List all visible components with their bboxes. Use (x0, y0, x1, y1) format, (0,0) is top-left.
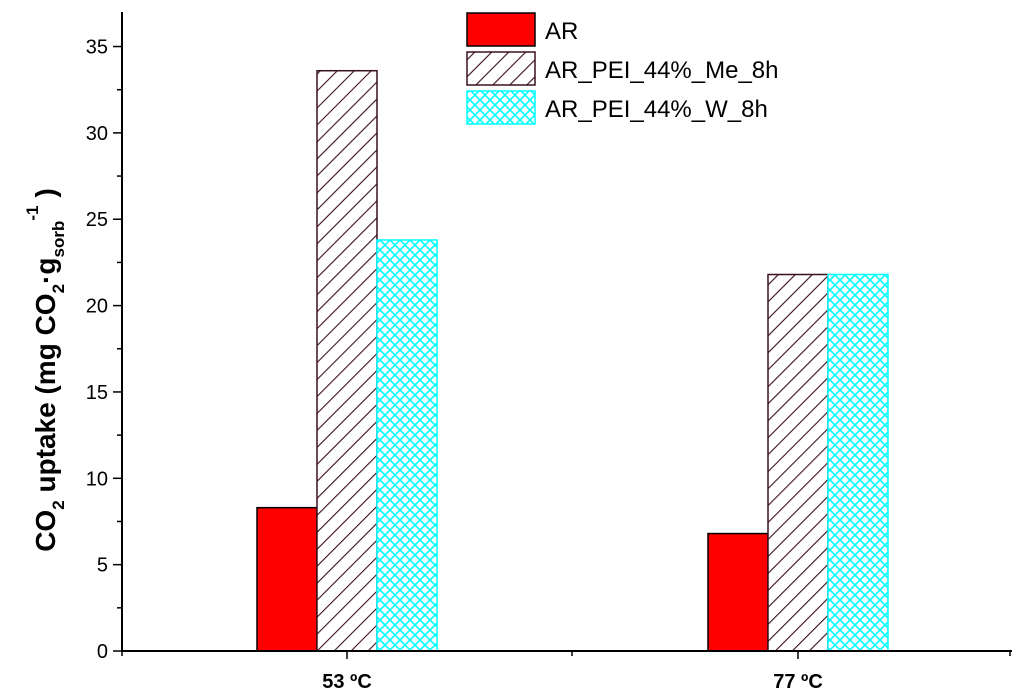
legend-swatch-1 (466, 51, 536, 86)
y-tick-label: 20 (86, 296, 108, 318)
y-tick-label: 30 (86, 123, 108, 145)
y-tick-label: 15 (86, 382, 108, 404)
bar-2-1 (827, 273, 889, 652)
y-tick-label: 0 (97, 641, 108, 663)
legend-label-1: AR_PEI_44%_Me_8h (545, 57, 778, 84)
legend-swatch-0 (466, 12, 536, 47)
bar-2-0 (376, 239, 438, 652)
bar-0-0 (256, 506, 318, 652)
legend-label-2: AR_PEI_44%_W_8h (545, 96, 768, 123)
y-tick-label: 35 (86, 37, 108, 59)
bar-1-1 (767, 273, 829, 652)
y-tick-label: 5 (97, 555, 108, 577)
bar-1-0 (316, 69, 378, 652)
bar-0-1 (707, 532, 769, 652)
y-tick-label: 10 (86, 468, 108, 490)
x-tick-label: 77 ºC (773, 671, 823, 693)
legend: AR AR_PEI_44%_Me_8h AR_PEI_44%_W_8h (466, 12, 778, 125)
x-tick-label: 53 ºC (322, 671, 372, 693)
plot-area: 0 5 10 15 20 25 30 35 53 ºC 77 ºC (86, 12, 1012, 693)
y-axis-title: CO2 uptake (mg CO2·gsorb-1) (23, 188, 68, 552)
legend-swatch-2 (466, 90, 536, 125)
legend-label-0: AR (545, 18, 578, 45)
y-tick-label: 25 (86, 209, 108, 231)
